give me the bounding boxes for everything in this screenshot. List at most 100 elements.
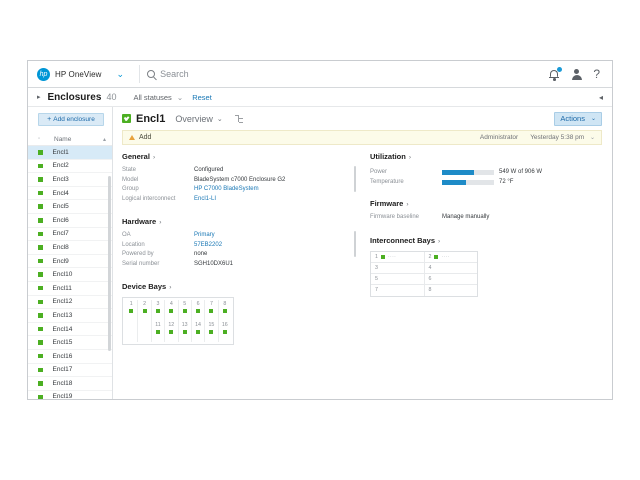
device-bays-title-label: Device Bays <box>122 282 167 291</box>
general-rows: State Configured Model BladeSystem c7000 En… <box>122 167 354 205</box>
chevron-down-icon: ⌄ <box>216 115 223 123</box>
scrollbar-thumb[interactable] <box>353 231 356 257</box>
chevron-down-icon[interactable]: ⌄ <box>116 68 125 79</box>
list-item-label: Encl6 <box>52 216 69 224</box>
device-bay-7[interactable]: 7 <box>205 300 217 321</box>
search-input[interactable]: Search <box>147 69 549 79</box>
device-bay-11[interactable]: 11 <box>152 321 164 342</box>
sidebar-item-encl3[interactable]: Encl3 <box>28 173 112 187</box>
sidebar-item-encl19[interactable]: Encl19 <box>28 391 112 399</box>
enclosure-list[interactable]: Encl1 Encl2 Encl3 Encl4 Encl5 Encl6 Encl7 Encl8… <box>28 146 112 399</box>
brand-label: HP OneView <box>55 69 102 79</box>
sidebar-item-encl15[interactable]: Encl15 <box>28 336 112 350</box>
detail-key: Model <box>122 176 139 183</box>
sidebar-item-encl12[interactable]: Encl12 <box>28 296 112 310</box>
interconnect-bays-map[interactable]: 1 ···· 2 ···· 3 4 5 6 7 8 <box>370 250 478 297</box>
scrollbar-thumb[interactable] <box>108 176 111 351</box>
sidebar-item-encl6[interactable]: Encl6 <box>28 214 112 228</box>
sidebar-item-encl16[interactable]: Encl16 <box>28 350 112 364</box>
status-filter-dropdown[interactable]: All statuses ⌄ <box>133 93 183 102</box>
chevron-down-icon: ⌄ <box>589 135 595 141</box>
alert-timestamp[interactable]: Yesterday 5:38 pm ⌄ <box>530 134 595 141</box>
add-enclosure-button[interactable]: + Add enclosure <box>38 113 104 126</box>
device-bay-5[interactable]: 5 <box>179 300 191 321</box>
device-bay-column: 1 <box>125 300 139 342</box>
device-bay-14[interactable]: 14 <box>192 321 204 342</box>
interconnect-bay-6[interactable]: 6 <box>425 274 478 284</box>
device-bay-16[interactable]: 16 <box>219 321 231 342</box>
device-bay-3[interactable]: 3 <box>152 300 164 321</box>
device-bays-section-title[interactable]: Device Bays › <box>122 282 354 291</box>
sidebar-item-encl7[interactable]: Encl7 <box>28 228 112 242</box>
device-bay-number: 8 <box>223 300 227 307</box>
general-section-title[interactable]: General › <box>122 152 354 161</box>
interconnect-bays-section-title[interactable]: Interconnect Bays › <box>370 236 602 245</box>
user-icon[interactable] <box>571 68 582 80</box>
status-ok-icon <box>38 150 43 155</box>
interconnect-bay-4[interactable]: 4 <box>425 263 478 273</box>
device-bay-4[interactable]: 4 <box>165 300 177 321</box>
sidebar-item-encl17[interactable]: Encl17 <box>28 364 112 378</box>
sidebar-item-encl9[interactable]: Encl9 <box>28 255 112 269</box>
list-item-label: Encl17 <box>52 366 73 374</box>
device-bay-8[interactable]: 8 <box>219 300 231 321</box>
expand-panel-icon[interactable]: ▸ <box>37 93 41 101</box>
detail-value-link[interactable]: Encl1-LI <box>194 195 217 202</box>
sidebar-item-encl11[interactable]: Encl11 <box>28 282 112 296</box>
device-bay-13[interactable]: 13 <box>179 321 191 342</box>
alert-label: Add <box>139 134 152 141</box>
interconnect-bay-2[interactable]: 2 ···· <box>425 252 478 262</box>
sidebar-item-encl10[interactable]: Encl10 <box>28 268 112 282</box>
sidebar-item-encl4[interactable]: Encl4 <box>28 187 112 201</box>
help-icon[interactable]: ? <box>593 67 600 81</box>
reset-filter-link[interactable]: Reset <box>192 92 212 102</box>
view-selector[interactable]: Overview ⌄ <box>175 114 222 124</box>
detail-value-link[interactable]: HP C7000 BladeSystem <box>194 186 259 192</box>
detail-value-link[interactable]: Primary <box>194 232 215 238</box>
activity-alert-bar[interactable]: Add Administrator Yesterday 5:38 pm ⌄ <box>122 130 602 145</box>
device-bays-map[interactable]: 1 2 3 11 4 12 5 13 6 14 7 15 8 16 <box>122 297 234 345</box>
detail-value-link[interactable]: 57EB2202 <box>194 241 223 248</box>
detail-key: Group <box>122 186 139 192</box>
sidebar-item-encl2[interactable]: Encl2 <box>28 160 112 174</box>
utilization-section-title[interactable]: Utilization › <box>370 152 602 161</box>
device-bay-15[interactable]: 15 <box>205 321 217 342</box>
scrollbar-thumb[interactable] <box>353 166 356 192</box>
sidebar-item-encl18[interactable]: Encl18 <box>28 377 112 391</box>
interconnect-bay-1[interactable]: 1 ···· <box>371 251 425 262</box>
interconnect-bay-number: 7 <box>375 287 378 293</box>
status-ok-icon <box>38 353 43 359</box>
sidebar-item-encl13[interactable]: Encl13 <box>28 309 112 323</box>
sidebar-item-encl14[interactable]: Encl14 <box>28 323 112 337</box>
device-bay-number: 7 <box>209 300 213 307</box>
sort-ascending-icon[interactable]: ▴ <box>102 136 106 143</box>
device-bay-6[interactable]: 6 <box>192 300 204 321</box>
name-column-header[interactable]: Name <box>54 135 72 143</box>
collapse-panel-icon[interactable]: ◂ <box>598 92 603 102</box>
device-bay-1[interactable]: 1 <box>125 300 137 321</box>
sidebar-item-encl8[interactable]: Encl8 <box>28 241 112 255</box>
sidebar-item-encl5[interactable]: Encl5 <box>28 200 112 214</box>
status-ok-icon <box>196 308 201 313</box>
sidebar-item-encl1[interactable]: Encl1 <box>28 146 112 160</box>
firmware-section-title[interactable]: Firmware › <box>370 199 602 208</box>
device-bay-2[interactable]: 2 <box>138 300 150 321</box>
hardware-section-title[interactable]: Hardware › <box>122 217 354 226</box>
detail-row: Powered by none <box>122 251 354 261</box>
interconnect-bay-5[interactable]: 5 <box>371 273 425 284</box>
device-bay-column: 3 11 <box>152 300 166 342</box>
utilization-value: 549 W of 906 W <box>499 169 543 175</box>
interconnect-bay-7[interactable]: 7 <box>371 284 425 296</box>
brand-menu[interactable]: HP OneView ⌄ <box>28 67 132 81</box>
chevron-right-icon: › <box>438 237 441 245</box>
interconnect-bay-3[interactable]: 3 <box>371 262 425 273</box>
status-ok-icon <box>222 329 227 334</box>
status-ok-icon <box>38 231 43 237</box>
interconnect-bay-8[interactable]: 8 <box>425 285 478 296</box>
device-bay-12[interactable]: 12 <box>165 321 177 342</box>
detail-key: Location <box>122 241 145 248</box>
status-ok-icon <box>155 329 160 334</box>
actions-button[interactable]: Actions ⌄ <box>554 111 602 126</box>
topology-map-icon[interactable] <box>234 114 244 123</box>
bell-icon[interactable] <box>549 67 563 81</box>
